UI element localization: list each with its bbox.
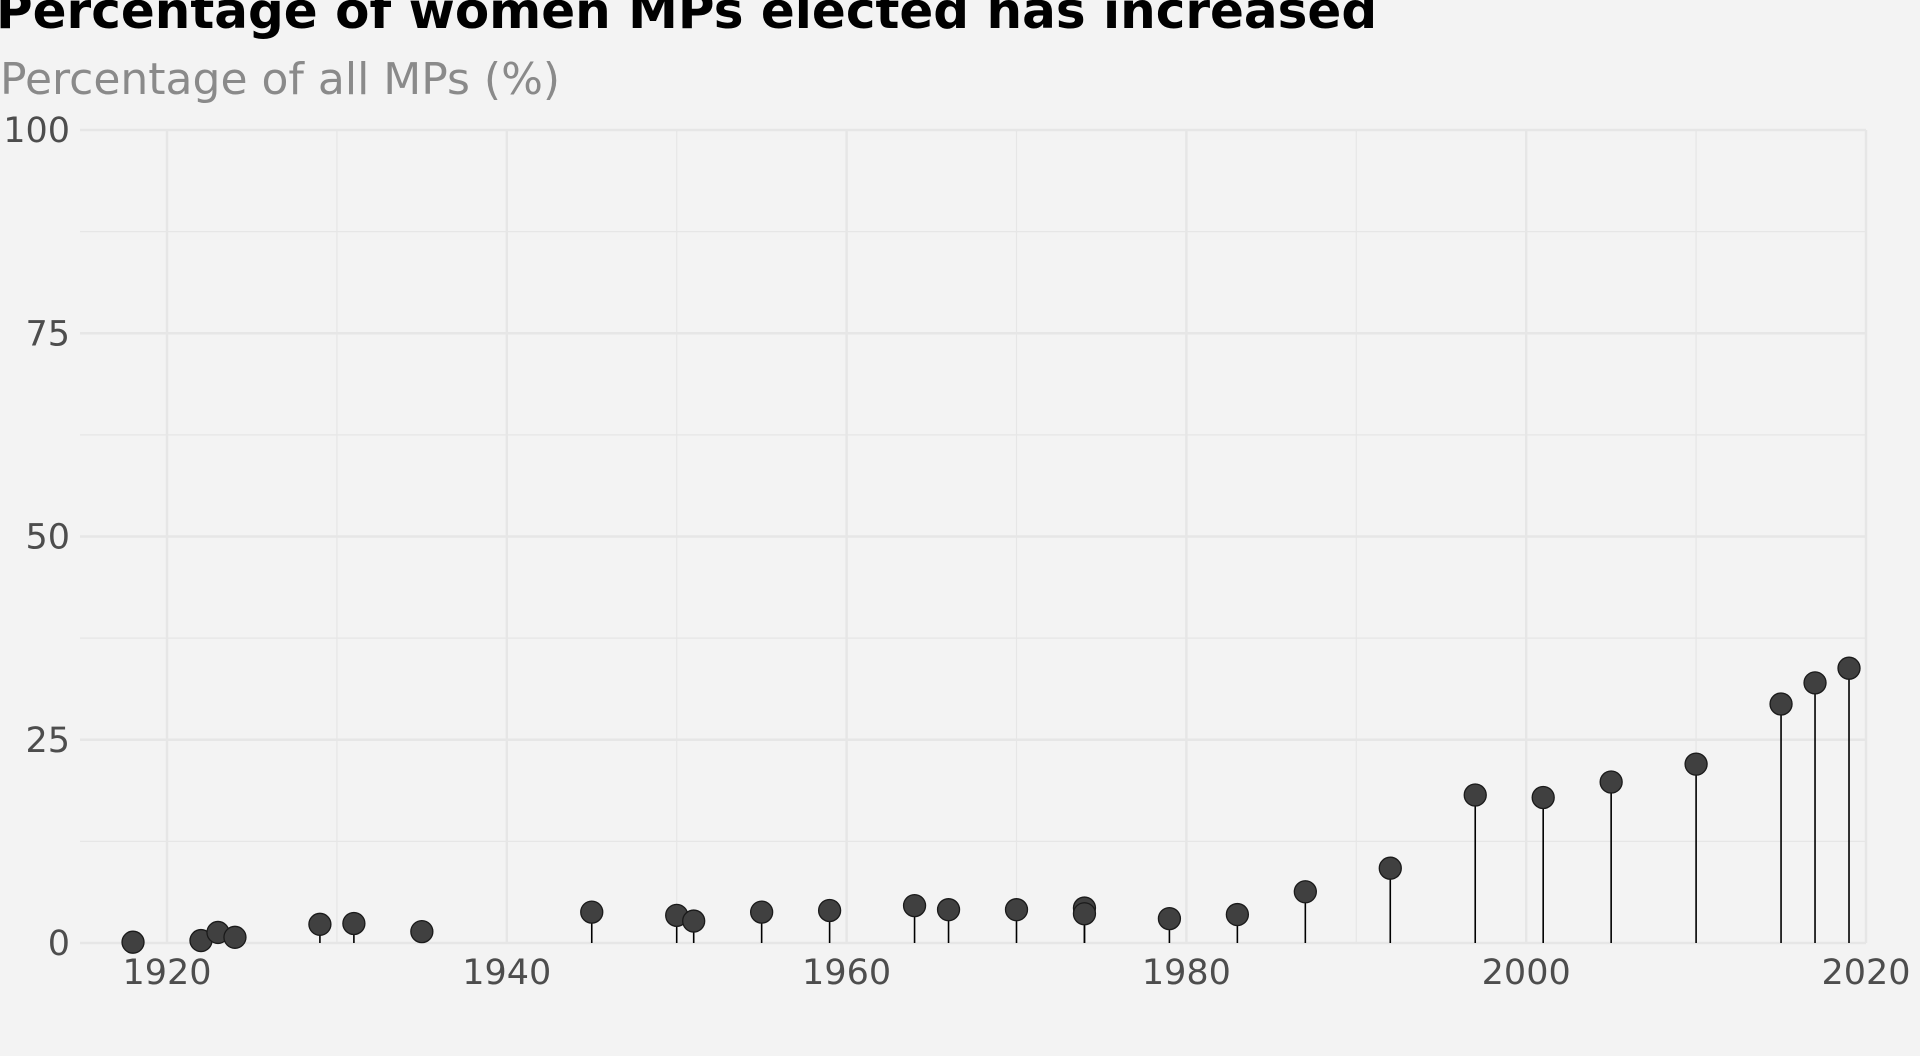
x-tick-label: 2020 <box>1821 953 1910 993</box>
data-point <box>1684 752 1708 776</box>
y-axis-labels: 0 25 50 75 100 <box>3 111 70 964</box>
data-point <box>1225 902 1250 927</box>
x-tick-label: 1940 <box>462 953 551 993</box>
x-tick-label: 1960 <box>802 953 891 993</box>
y-tick-label: 0 <box>48 924 70 964</box>
data-point <box>1531 785 1555 810</box>
x-axis-labels: 1920 1940 1960 1980 2000 2020 <box>122 953 1910 993</box>
data-point <box>1599 770 1623 794</box>
data-point <box>1072 902 1097 926</box>
data-point <box>682 909 706 933</box>
x-tick-label: 1920 <box>122 953 211 993</box>
data-point <box>1157 906 1182 931</box>
x-tick-label: 1980 <box>1142 953 1231 993</box>
data-point <box>410 919 434 944</box>
y-tick-label: 25 <box>25 721 70 761</box>
data-point <box>223 925 247 949</box>
y-tick-label: 75 <box>25 314 70 354</box>
data-point <box>1293 880 1317 904</box>
y-tick-label: 100 <box>3 111 70 151</box>
data-point <box>902 893 927 918</box>
data-point <box>342 911 366 936</box>
data-point <box>121 930 145 954</box>
data-point <box>817 898 842 923</box>
chart-title: Percentage of women MPs elected has incr… <box>0 0 1378 40</box>
data-point <box>580 900 604 924</box>
data-point <box>1004 898 1029 922</box>
chart-subtitle: Percentage of all MPs (%) <box>0 54 561 105</box>
x-tick-label: 2000 <box>1482 953 1571 993</box>
data-point <box>1378 856 1402 880</box>
data-point <box>1837 656 1861 680</box>
grid-layer <box>80 128 1868 945</box>
stem-layer <box>132 668 1850 943</box>
data-point <box>308 912 332 936</box>
y-tick-label: 50 <box>25 518 70 558</box>
data-point <box>936 898 961 922</box>
data-point <box>1769 692 1793 716</box>
data-point <box>1463 783 1487 807</box>
point-layer <box>121 656 1861 954</box>
data-point <box>750 900 774 924</box>
data-point <box>1803 671 1827 695</box>
